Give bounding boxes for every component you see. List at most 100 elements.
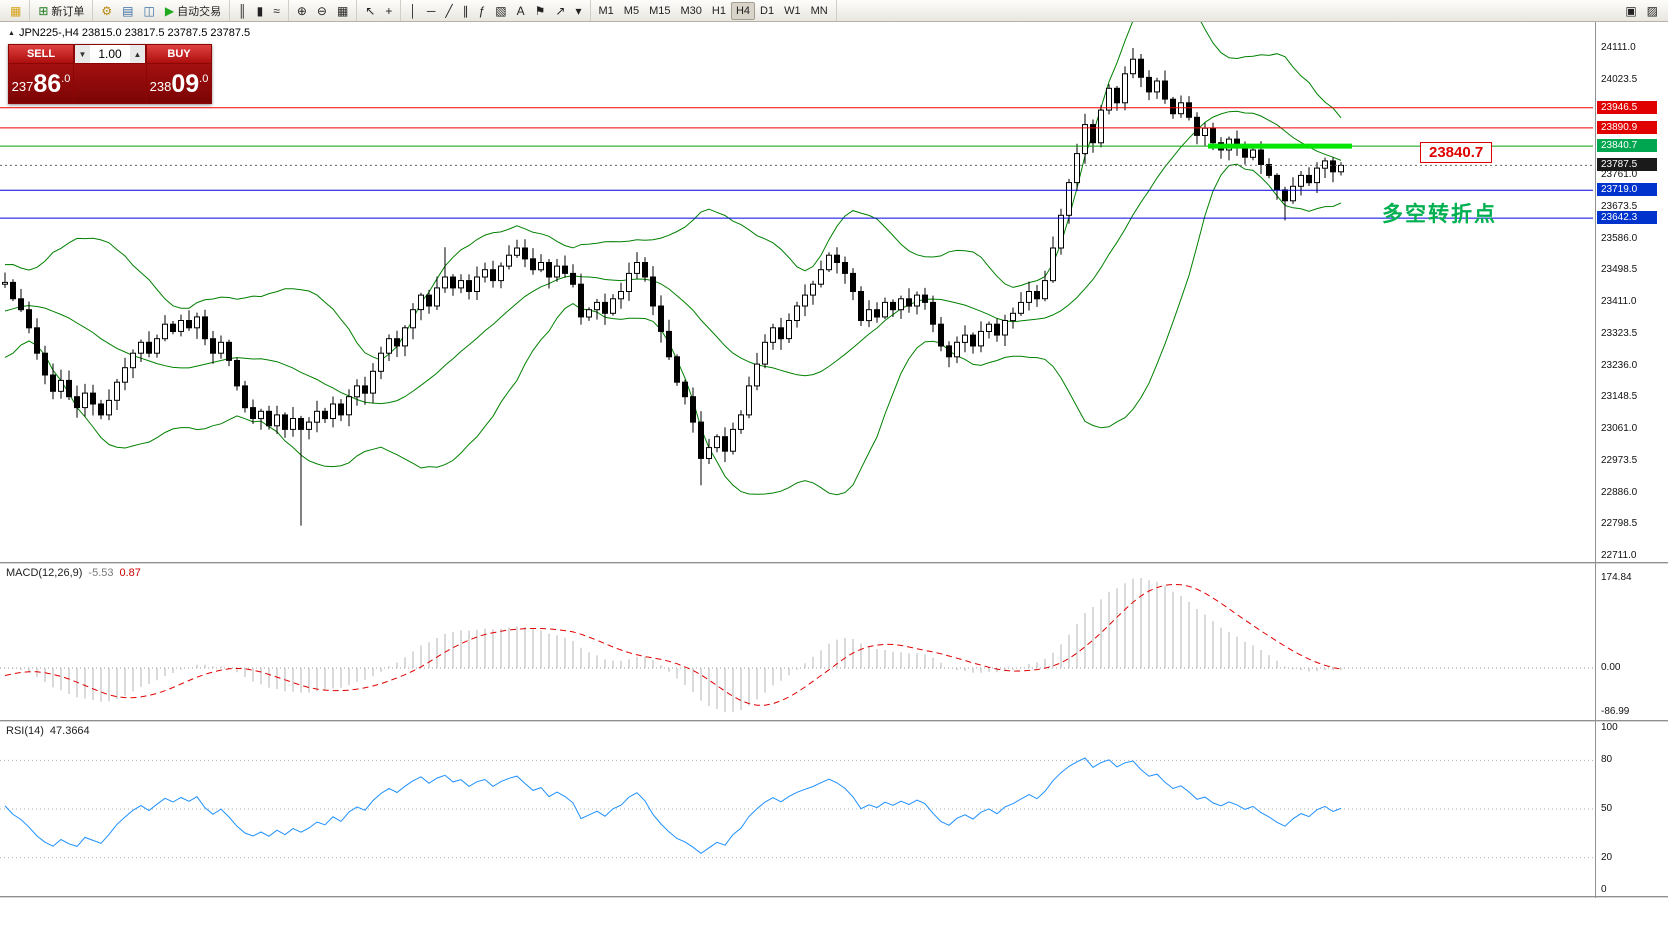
fibonacci-icon-glyph: ƒ [478, 3, 486, 18]
shapes-icon[interactable]: ▧ [490, 2, 511, 20]
line-chart-icon-glyph: ≈ [273, 3, 280, 18]
sell-button[interactable]: SELL [8, 44, 74, 64]
macd-panel-canvas[interactable] [0, 564, 1593, 720]
price-axis-label: 23673.5 [1601, 200, 1638, 212]
ohlc-text: JPN225-,H4 23815.0 23817.5 23787.5 23787… [18, 27, 251, 39]
fibonacci-icon[interactable]: ƒ [474, 2, 491, 20]
rsi-panel-canvas[interactable] [0, 722, 1593, 896]
volume-down-button[interactable]: ▼ [75, 45, 90, 63]
macd-main-value: -5.53 [88, 567, 114, 579]
buy-price-part: 09 [171, 70, 200, 98]
panel-splitter-macd[interactable] [0, 562, 1668, 564]
autotrading-button-label: 自动交易 [177, 5, 222, 18]
price-axis-label: 23323.5 [1601, 327, 1638, 339]
turning-point-note[interactable]: 多空转折点 [1382, 203, 1497, 226]
arrow-tools-icon-glyph: ↗ [555, 3, 566, 18]
buy-price-part: 238 [149, 79, 172, 94]
rsi-header: RSI(14) 47.3664 [6, 725, 90, 737]
tile-windows-icon-glyph: ▦ [336, 3, 349, 18]
volume-up-button[interactable]: ▲ [130, 45, 145, 63]
autotrading-button[interactable]: ▶ 自动交易 [160, 2, 226, 20]
market-watch-icon-glyph: ▤ [122, 3, 134, 18]
new-order-button-glyph: ⊞ [38, 3, 49, 18]
tile-windows-icon[interactable]: ▦ [332, 2, 353, 20]
vertical-line-icon[interactable]: │ [404, 2, 422, 20]
buy-button[interactable]: BUY [146, 44, 212, 64]
bar-chart-icon[interactable]: ║ [233, 2, 252, 20]
time-axis-separator [0, 896, 1668, 898]
chart-ohlc-info: ▲ JPN225-,H4 23815.0 23817.5 23787.5 237… [8, 27, 250, 39]
label-icon-glyph: ⚑ [534, 3, 546, 18]
price-axis-border [1595, 22, 1596, 898]
zoom-out-icon[interactable]: ⊖ [312, 2, 332, 20]
price-axis-label: 24111.0 [1601, 42, 1636, 53]
volume-value[interactable]: 1.00 [98, 47, 122, 61]
label-icon[interactable]: ⚑ [530, 2, 551, 20]
docking-icon-glyph: ▨ [1646, 3, 1658, 18]
timeframe-d1[interactable]: D1 [755, 2, 779, 20]
timeframe-m30-label: M30 [680, 4, 702, 17]
price-axis-label: 23498.5 [1601, 264, 1638, 276]
macd-title: MACD(12,26,9) [6, 567, 83, 579]
zoom-out-icon-glyph: ⊖ [316, 3, 327, 18]
autotrading-button-glyph: ▶ [164, 3, 175, 18]
line-chart-icon[interactable]: ≈ [268, 2, 285, 20]
toolbar-group: │ ─ ╱ ∥ ƒ ▧ A ⚑ ↗ ▾ [401, 0, 591, 21]
zoom-in-icon-glyph: ⊕ [296, 3, 307, 18]
volume-stepper: ▼ 1.00 ▲ [74, 44, 146, 64]
arrow-tools-icon[interactable]: ↗ [550, 2, 570, 20]
timeframe-m15[interactable]: M15 [644, 2, 675, 20]
candlestick-chart-icon[interactable]: ▮ [252, 2, 269, 20]
one-click-trading-panel: SELL ▼ 1.00 ▲ BUY 237 86.0 238 09.0 [8, 44, 212, 104]
arrow-tools-dropdown-icon[interactable]: ▾ [570, 2, 586, 20]
navigator-icon[interactable]: ◫ [139, 2, 160, 20]
toolbar-group: ↖ + [357, 0, 402, 21]
timeframe-m5-label: M5 [623, 4, 640, 17]
price-axis-label: 24023.5 [1601, 73, 1638, 85]
cursor-icon-glyph: ↖ [365, 3, 376, 18]
price-axis-label: 23148.5 [1601, 391, 1638, 403]
timeframe-h4[interactable]: H4 [730, 1, 756, 20]
cursor-icon[interactable]: ↖ [360, 2, 380, 20]
timeframe-h1[interactable]: H1 [707, 2, 731, 20]
price-level-tag: 23946.5 [1597, 100, 1657, 114]
price-level-tag: 23890.9 [1597, 120, 1657, 134]
timeframe-w1[interactable]: W1 [779, 2, 806, 20]
timeframe-m5[interactable]: M5 [619, 2, 644, 20]
buy-price[interactable]: 238 09.0 [146, 64, 212, 104]
fullscreen-icon[interactable]: ▣ [1620, 2, 1641, 20]
crosshair-icon[interactable]: + [380, 2, 397, 20]
horizontal-line-icon[interactable]: ─ [422, 2, 441, 20]
price-axis-label: 23761.0 [1601, 169, 1638, 180]
metaeditor-icon[interactable]: ⚙ [96, 2, 117, 20]
price-level-tag: 23719.0 [1597, 183, 1657, 197]
price-annotation-label[interactable]: 23840.7 [1420, 142, 1493, 163]
rsi-title: RSI(14) [6, 725, 44, 737]
docking-icon[interactable]: ▨ [1642, 2, 1663, 20]
bar-chart-icon-glyph: ║ [238, 3, 247, 18]
zoom-in-icon[interactable]: ⊕ [292, 2, 312, 20]
timeframe-d1-label: D1 [760, 4, 775, 17]
trendline-icon[interactable]: ╱ [440, 2, 457, 20]
timeframe-m30[interactable]: M30 [675, 2, 706, 20]
market-watch-icon[interactable]: ▤ [117, 2, 138, 20]
rsi-value: 47.3664 [49, 725, 90, 737]
timeframe-m1[interactable]: M1 [594, 2, 619, 20]
price-axis-label: 22886.0 [1601, 486, 1638, 498]
sell-price[interactable]: 237 86.0 [8, 64, 74, 104]
collapse-arrow-icon[interactable]: ▲ [8, 29, 15, 37]
rsi-line [4, 757, 1342, 855]
text-icon[interactable]: A [512, 2, 530, 20]
timeframe-h4-label: H4 [735, 4, 751, 17]
channel-icon[interactable]: ∥ [458, 2, 474, 20]
sell-price-part: 237 [11, 79, 34, 94]
price-chart-canvas[interactable] [0, 22, 1593, 562]
app-icon[interactable]: ▦ [5, 2, 26, 20]
panel-splitter-rsi[interactable] [0, 720, 1668, 722]
trade-panel-spacer [74, 64, 146, 104]
new-order-button[interactable]: ⊞ 新订单 [33, 2, 89, 20]
fullscreen-icon-glyph: ▣ [1625, 3, 1637, 18]
timeframe-mn[interactable]: MN [806, 2, 833, 20]
timeframe-w1-label: W1 [784, 4, 801, 17]
